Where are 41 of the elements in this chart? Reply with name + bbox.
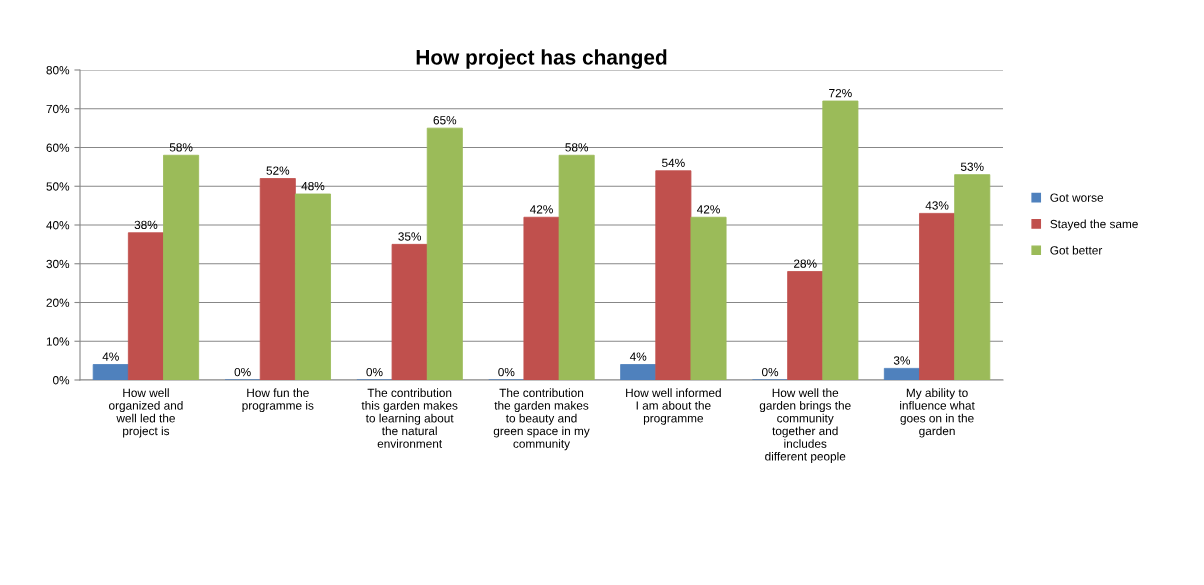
data-label: 28%: [793, 259, 817, 268]
data-label: 65%: [433, 116, 457, 125]
data-label: 53%: [960, 162, 984, 171]
x-tick-label: The contribution this garden makes to learning about the natural environment: [361, 388, 458, 448]
legend-label: Got better: [1050, 245, 1103, 255]
y-tick-label: 0%: [52, 376, 70, 385]
data-label: 42%: [696, 205, 720, 214]
y-tick-label: 50%: [46, 182, 70, 191]
y-tick-label: 30%: [46, 259, 70, 269]
y-tick-label: 20%: [46, 298, 70, 307]
x-tick-label: How well informed I am about the programme: [626, 388, 721, 425]
y-tick-label: 40%: [46, 221, 70, 230]
data-label: 4%: [629, 352, 647, 361]
data-label: 3%: [893, 356, 911, 365]
data-label: 42%: [529, 205, 553, 214]
y-tick-label: 10%: [46, 337, 70, 346]
y-tick-label: 80%: [46, 66, 70, 75]
x-tick-label: My ability to influence what goes on in the garden: [900, 388, 975, 438]
y-tick-label: 70%: [46, 104, 70, 114]
data-label: 58%: [169, 143, 193, 152]
data-label: 52%: [266, 166, 290, 175]
x-tick-label: The contribution the garden makes to beauty and green space in my community: [493, 388, 590, 451]
data-label: 48%: [301, 181, 325, 191]
data-label: 0%: [366, 367, 383, 377]
x-tick-label: How well organized and well led the project is: [109, 388, 183, 438]
data-label: 4%: [102, 352, 119, 361]
x-tick-label: How fun the programme is: [242, 388, 314, 413]
data-label: 72%: [829, 88, 852, 98]
data-label: 58%: [565, 143, 589, 152]
data-label: 0%: [234, 367, 251, 377]
chart-title: How project has changed: [416, 49, 667, 69]
legend-label: Got worse: [1050, 193, 1104, 202]
x-tick-label: How well the garden brings the community together and includes different people: [759, 388, 851, 463]
data-label: 54%: [662, 158, 685, 168]
data-label: 38%: [134, 220, 158, 230]
data-label: 0%: [498, 367, 515, 377]
data-label: 0%: [761, 367, 779, 377]
data-label: 35%: [398, 232, 422, 241]
legend-label: Stayed the same: [1050, 219, 1138, 231]
y-tick-label: 60%: [46, 143, 70, 152]
data-label: 43%: [925, 201, 949, 210]
